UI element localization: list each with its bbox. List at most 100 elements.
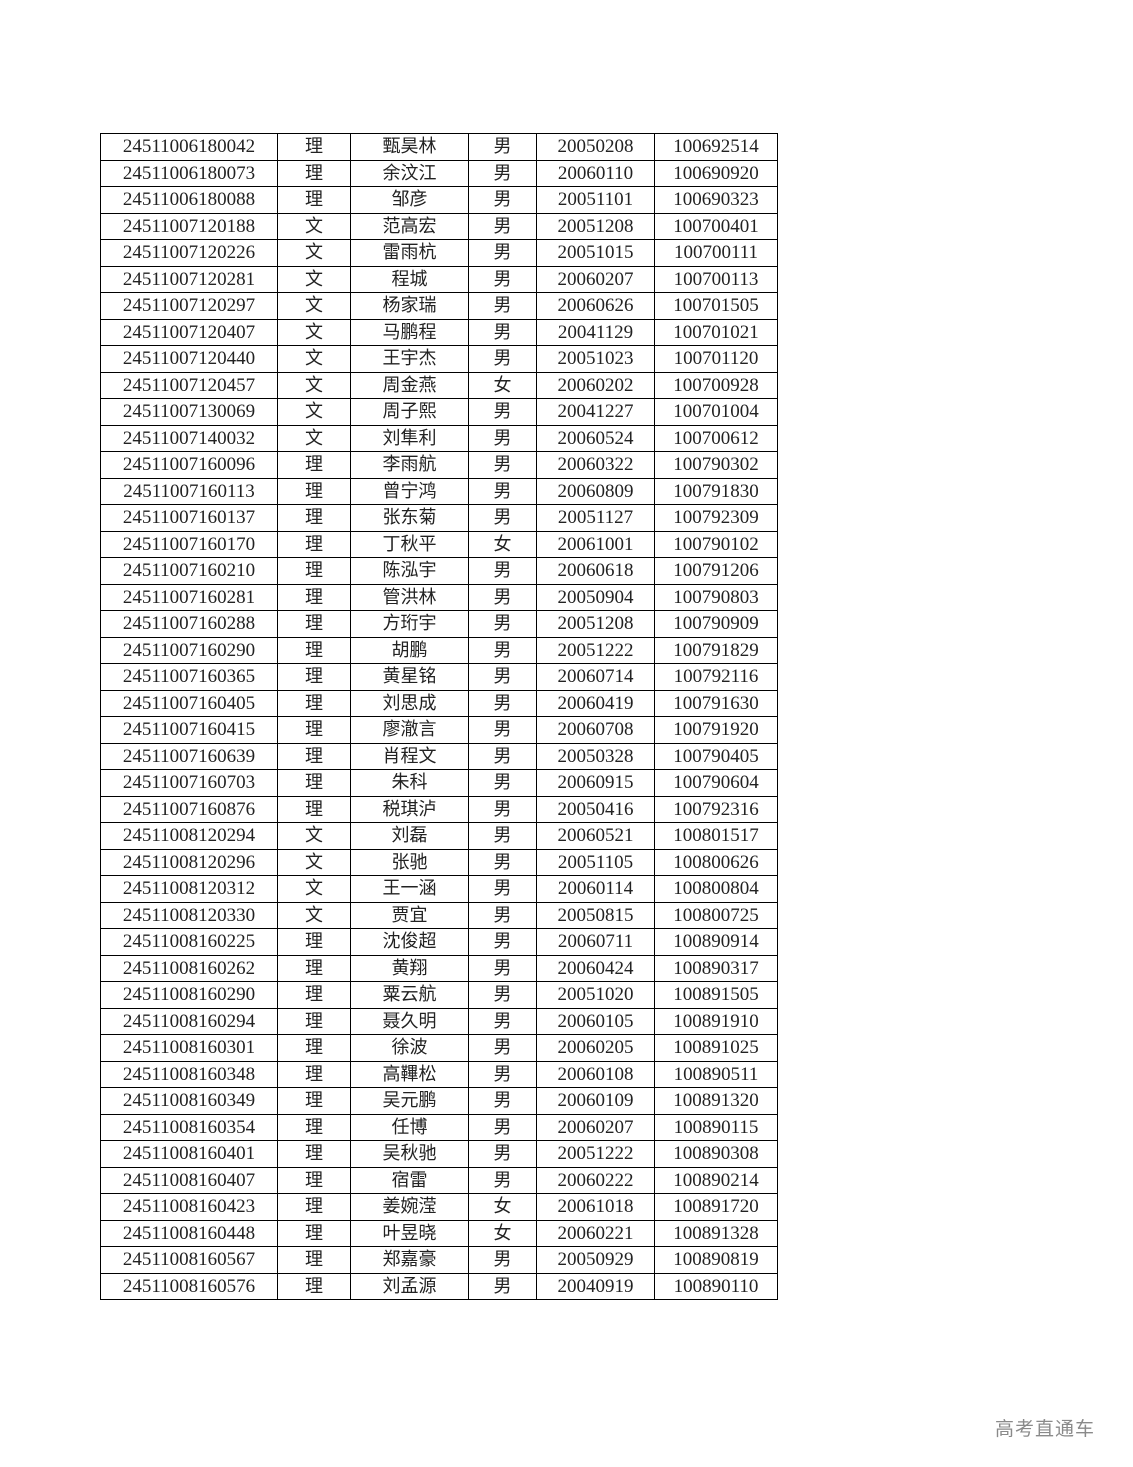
code-cell: 100792316 [654,795,778,823]
exam-id-cell: 24511007160415 [100,716,278,744]
name-cell: 程城 [350,265,469,293]
code-cell: 100890511 [654,1060,778,1088]
category-cell: 理 [277,1166,351,1194]
code-cell: 100700612 [654,424,778,452]
gender-cell: 男 [468,212,537,240]
table-row: 24511008160290 理粟云航男 20051020 100891505 [100,981,778,1009]
table-row: 24511008160348 理高鞸松男 20060108 100890511 [100,1060,778,1088]
name-cell: 肖程文 [350,742,469,770]
category-cell: 理 [277,769,351,797]
table-row: 24511008160423 理姜婉滢女 20061018 100891720 [100,1193,778,1221]
code-cell: 100790302 [654,451,778,479]
gender-cell: 男 [468,795,537,823]
birthdate-cell: 20041227 [536,398,655,426]
birthdate-cell: 20050328 [536,742,655,770]
category-cell: 理 [277,477,351,505]
name-cell: 宿雷 [350,1166,469,1194]
code-cell: 100790604 [654,769,778,797]
code-cell: 100700113 [654,265,778,293]
table-row: 24511008120312 文王一涵男 20060114 100800804 [100,875,778,903]
gender-cell: 女 [468,530,537,558]
table-row: 24511008120294 文刘磊男 20060521 100801517 [100,822,778,850]
name-cell: 刘隼利 [350,424,469,452]
gender-cell: 男 [468,981,537,1009]
gender-cell: 男 [468,901,537,929]
table-row: 24511007160639 理肖程文男 20050328 100790405 [100,742,778,770]
code-cell: 100700111 [654,239,778,267]
name-cell: 方珩宇 [350,610,469,638]
birthdate-cell: 20060110 [536,159,655,187]
code-cell: 100891505 [654,981,778,1009]
gender-cell: 男 [468,928,537,956]
birthdate-cell: 20040919 [536,1272,655,1300]
name-cell: 王一涵 [350,875,469,903]
birthdate-cell: 20060108 [536,1060,655,1088]
exam-id-cell: 24511008160567 [100,1246,278,1274]
code-cell: 100792116 [654,663,778,691]
gender-cell: 男 [468,1087,537,1115]
code-cell: 100791830 [654,477,778,505]
exam-id-cell: 24511008160290 [100,981,278,1009]
table-row: 24511006180042 理甄昊林男 20050208 100692514 [100,133,778,161]
category-cell: 理 [277,689,351,717]
birthdate-cell: 20060322 [536,451,655,479]
birthdate-cell: 20060105 [536,1007,655,1035]
birthdate-cell: 20050904 [536,583,655,611]
code-cell: 100800626 [654,848,778,876]
name-cell: 邹彦 [350,186,469,214]
name-cell: 周子熙 [350,398,469,426]
category-cell: 理 [277,981,351,1009]
birthdate-cell: 20051105 [536,848,655,876]
name-cell: 刘思成 [350,689,469,717]
birthdate-cell: 20060626 [536,292,655,320]
gender-cell: 男 [468,769,537,797]
category-cell: 理 [277,1193,351,1221]
exam-id-cell: 24511006180042 [100,133,278,161]
table-row: 24511007160137 理张东菊男 20051127 100792309 [100,504,778,532]
exam-id-cell: 24511007160210 [100,557,278,585]
exam-id-cell: 24511007120297 [100,292,278,320]
exam-id-cell: 24511007120226 [100,239,278,267]
exam-id-cell: 24511008120294 [100,822,278,850]
category-cell: 理 [277,954,351,982]
exam-id-cell: 24511007160113 [100,477,278,505]
exam-id-cell: 24511008160407 [100,1166,278,1194]
birthdate-cell: 20060109 [536,1087,655,1115]
gender-cell: 男 [468,159,537,187]
birthdate-cell: 20051015 [536,239,655,267]
code-cell: 100891320 [654,1087,778,1115]
name-cell: 张东菊 [350,504,469,532]
table-row: 24511008160349 理吴元鹏男 20060109 100891320 [100,1087,778,1115]
gender-cell: 男 [468,636,537,664]
gender-cell: 男 [468,954,537,982]
table-row: 24511007160703 理朱科男 20060915 100790604 [100,769,778,797]
table-row: 24511007160281 理管洪林男 20050904 100790803 [100,583,778,611]
name-cell: 聂久明 [350,1007,469,1035]
table-row: 24511007120457 文周金燕女 20060202 100700928 [100,371,778,399]
birthdate-cell: 20051208 [536,212,655,240]
table-row: 24511008160225 理沈俊超男 20060711 100890914 [100,928,778,956]
gender-cell: 男 [468,1272,537,1300]
table-row: 24511008160262 理黄翔男 20060424 100890317 [100,954,778,982]
exam-id-cell: 24511008160262 [100,954,278,982]
name-cell: 贾宜 [350,901,469,929]
exam-id-cell: 24511007160290 [100,636,278,664]
code-cell: 100792309 [654,504,778,532]
category-cell: 文 [277,848,351,876]
code-cell: 100801517 [654,822,778,850]
category-cell: 理 [277,610,351,638]
gender-cell: 男 [468,451,537,479]
birthdate-cell: 20051101 [536,186,655,214]
exam-id-cell: 24511007120281 [100,265,278,293]
code-cell: 100790102 [654,530,778,558]
gender-cell: 男 [468,504,537,532]
exam-id-cell: 24511007160137 [100,504,278,532]
name-cell: 曾宁鸿 [350,477,469,505]
exam-id-cell: 24511007160639 [100,742,278,770]
birthdate-cell: 20050208 [536,133,655,161]
name-cell: 叶昱晓 [350,1219,469,1247]
name-cell: 王宇杰 [350,345,469,373]
table-row: 24511008160401 理吴秋驰男 20051222 100890308 [100,1140,778,1168]
code-cell: 100700928 [654,371,778,399]
gender-cell: 男 [468,1113,537,1141]
